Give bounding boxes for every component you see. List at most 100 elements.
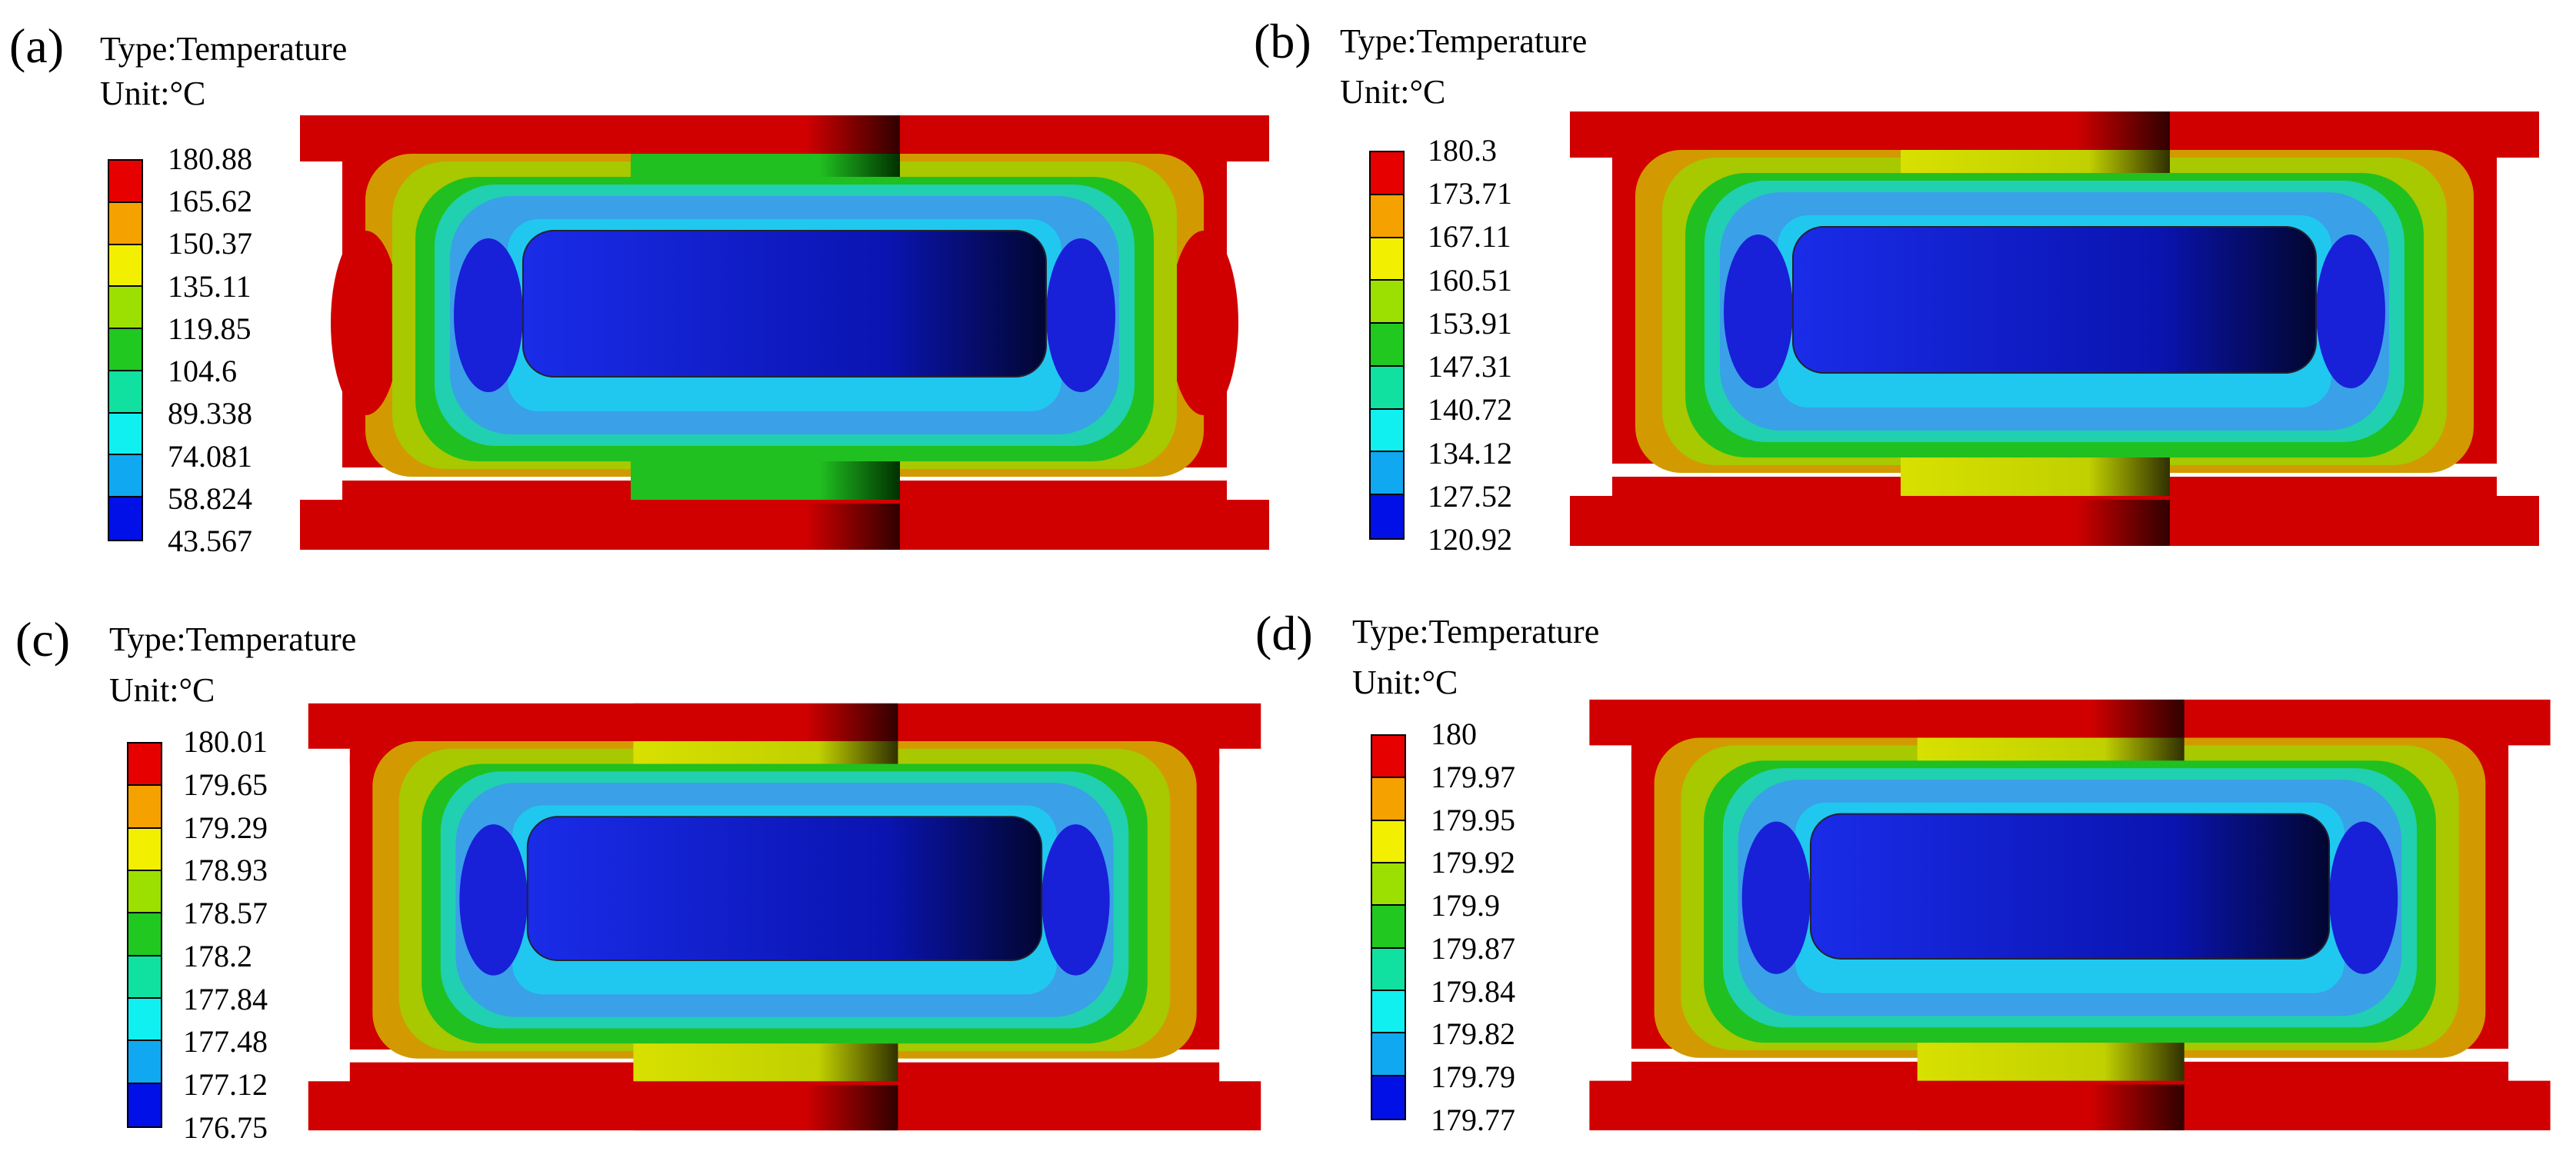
color-swatch (1371, 238, 1403, 281)
color-scale-tick-label: 179.9 (1431, 888, 1500, 923)
bottom-column-shade (633, 1085, 898, 1131)
right-cold-lobe (1046, 238, 1115, 392)
color-scale-tick-label: 178.93 (183, 853, 268, 888)
top-column-shade (633, 703, 898, 749)
lower-column-core (633, 1043, 898, 1082)
color-swatch (128, 828, 161, 871)
color-scale-bar (1371, 734, 1406, 1120)
color-scale-tick-label: 179.92 (1431, 845, 1515, 880)
color-swatch (128, 870, 161, 914)
color-swatch (109, 161, 142, 203)
color-scale-tick-label: 167.11 (1428, 219, 1511, 254)
right-hot-lobe (1169, 231, 1238, 415)
bottom-column-shade (1901, 500, 2170, 546)
color-swatch (1372, 1076, 1405, 1119)
color-swatch (1372, 990, 1405, 1034)
color-scale-tick-label: 178.57 (183, 896, 268, 931)
color-swatch (1371, 452, 1403, 496)
color-swatch (128, 786, 161, 829)
color-scale-tick-label: 134.12 (1428, 435, 1512, 471)
color-scale-tick-label: 147.31 (1428, 349, 1512, 384)
color-scale-tick-label: 177.12 (183, 1067, 268, 1103)
left-hot-lobe (331, 231, 400, 415)
blue-cylinder (523, 231, 1046, 377)
color-scale-tick-label: 135.11 (168, 268, 252, 304)
color-swatch (109, 371, 142, 414)
color-scale-bar (1369, 151, 1405, 540)
color-swatch (1372, 1033, 1405, 1076)
color-scale-tick-label: 173.71 (1428, 176, 1512, 211)
color-swatch (109, 413, 142, 456)
color-swatch (1372, 863, 1405, 907)
legend-unit-label: Unit:°C (109, 671, 215, 709)
color-scale-bar (127, 742, 162, 1128)
right-cold-lobe (2329, 821, 2398, 974)
color-scale-bar (108, 159, 143, 541)
color-swatch (128, 998, 161, 1042)
panel-label: (b) (1254, 14, 1311, 68)
color-scale-tick-label: 179.84 (1431, 973, 1515, 1009)
color-scale-tick-label: 180 (1431, 717, 1477, 751)
left-cold-lobe (1741, 821, 1811, 974)
color-scale-tick-label: 177.48 (183, 1024, 268, 1060)
cylinder-outline (1792, 226, 2317, 374)
color-swatch (1372, 820, 1405, 863)
color-swatch (1372, 906, 1405, 949)
legend-unit-label: Unit:°C (100, 75, 206, 112)
color-swatch (109, 287, 142, 330)
color-scale-tick-label: 127.52 (1428, 478, 1512, 514)
color-scale-tick-label: 180.01 (183, 724, 268, 759)
color-swatch (1371, 195, 1403, 238)
color-swatch (109, 455, 142, 498)
legend-type-label: Type:Temperature (1340, 22, 1588, 60)
right-cold-lobe (2316, 235, 2385, 388)
temperature-contour-model (300, 115, 1269, 550)
blue-cylinder (527, 817, 1042, 961)
color-scale-tick-label: 74.081 (168, 438, 252, 474)
temperature-contour-model (1570, 111, 2539, 546)
color-scale-tick-label: 179.77 (1431, 1103, 1515, 1137)
temperature-contour-model (1589, 699, 2551, 1131)
blue-cylinder (1810, 813, 2330, 960)
blue-cylinder (1793, 227, 2316, 373)
color-swatch (109, 202, 142, 245)
color-swatch (109, 245, 142, 288)
color-swatch (128, 1083, 161, 1126)
color-swatch (128, 1041, 161, 1084)
color-swatch (128, 956, 161, 999)
color-scale-tick-label: 179.29 (183, 810, 268, 845)
color-swatch (109, 497, 142, 540)
color-scale-tick-label: 178.2 (183, 938, 252, 973)
left-cold-lobe (454, 238, 523, 392)
color-swatch (1372, 778, 1405, 821)
legend-type-label: Type:Temperature (109, 620, 357, 658)
temperature-contour-model (308, 703, 1261, 1131)
color-scale-tick-label: 104.6 (168, 354, 237, 389)
color-swatch (1371, 281, 1403, 324)
color-swatch (1371, 409, 1403, 453)
color-swatch (1372, 736, 1405, 779)
color-scale-tick-label: 180.88 (168, 141, 252, 176)
color-swatch (1371, 324, 1403, 367)
color-scale-tick-label: 160.51 (1428, 262, 1512, 298)
color-swatch (1371, 366, 1403, 410)
lower-column-core (631, 461, 900, 500)
color-scale-tick-label: 43.567 (168, 524, 252, 558)
cylinder-outline (522, 230, 1047, 378)
color-swatch (1371, 152, 1403, 195)
legend-type-label: Type:Temperature (100, 30, 348, 68)
panel-label: (c) (15, 612, 71, 667)
color-swatch (128, 744, 161, 787)
color-scale-tick-label: 179.65 (183, 767, 268, 802)
color-swatch (1371, 495, 1403, 538)
color-scale-tick-label: 179.87 (1431, 930, 1515, 966)
lower-column-core (1901, 457, 2170, 496)
left-cold-lobe (459, 824, 528, 976)
color-scale-tick-label: 179.79 (1431, 1060, 1515, 1095)
color-swatch (1372, 948, 1405, 991)
left-cold-lobe (1724, 235, 1793, 388)
color-scale-tick-label: 179.97 (1431, 759, 1515, 794)
legend-unit-label: Unit:°C (1340, 73, 1446, 111)
right-cold-lobe (1041, 824, 1110, 976)
color-scale-tick-label: 165.62 (168, 184, 252, 219)
